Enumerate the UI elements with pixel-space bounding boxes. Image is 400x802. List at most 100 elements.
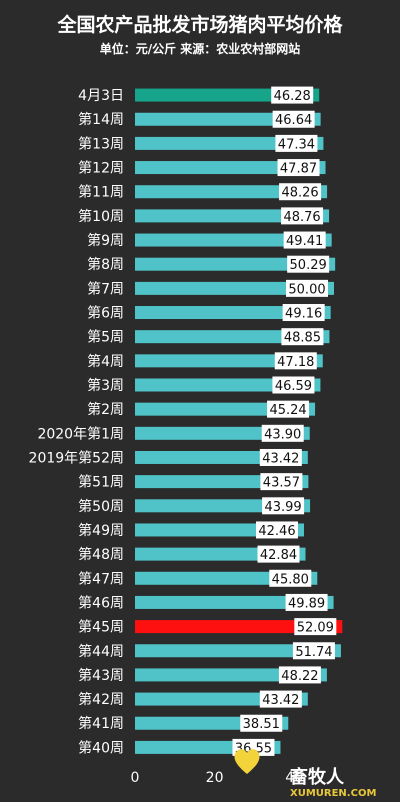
x-tick-label: 40 <box>285 770 303 786</box>
category-label: 第13周 <box>78 135 124 152</box>
data-label-box <box>283 231 326 249</box>
category-label: 第44周 <box>78 643 124 660</box>
category-label: 4月3日 <box>78 88 124 104</box>
data-label-box <box>240 714 283 732</box>
category-label: 第2周 <box>87 401 124 418</box>
data-label: 43.99 <box>264 500 301 515</box>
data-label-box <box>287 255 330 273</box>
data-label: 43.57 <box>263 476 300 491</box>
data-label: 51.74 <box>295 645 332 660</box>
category-label: 2019年第52周 <box>29 449 124 466</box>
data-label-box <box>262 497 305 515</box>
category-label: 2020年第1周 <box>37 425 124 442</box>
data-label: 48.76 <box>283 210 320 225</box>
data-label-box <box>271 86 314 104</box>
category-label: 第9周 <box>87 232 124 249</box>
data-label: 45.80 <box>272 572 309 587</box>
category-label: 第47周 <box>78 570 124 587</box>
data-label-box <box>286 279 328 297</box>
category-label: 第43周 <box>78 667 124 684</box>
data-label-box <box>261 424 304 442</box>
bar <box>135 233 332 247</box>
bar <box>135 330 330 344</box>
data-label-box <box>278 666 321 684</box>
data-label: 49.16 <box>285 307 322 322</box>
x-tick-label: 0 <box>131 770 140 786</box>
category-label: 第48周 <box>78 546 124 563</box>
data-label: 43.42 <box>262 693 299 708</box>
category-label: 第50周 <box>78 498 124 515</box>
data-label-box <box>260 473 303 491</box>
data-label-box <box>294 618 337 636</box>
data-label-box <box>281 207 324 225</box>
data-label: 42.84 <box>260 548 297 563</box>
watermark: 畜牧人 XUMUREN.COM <box>234 749 376 799</box>
category-label: 第3周 <box>87 377 124 394</box>
data-label: 50.29 <box>290 258 327 273</box>
category-label: 第12周 <box>78 160 124 177</box>
data-label: 47.18 <box>277 355 314 370</box>
data-label-box <box>274 352 317 370</box>
data-label-box <box>279 183 322 201</box>
data-label-box <box>269 569 312 587</box>
data-label: 49.89 <box>288 596 325 611</box>
data-label-box <box>257 545 300 563</box>
bar <box>135 281 334 295</box>
category-label: 第49周 <box>78 522 124 539</box>
data-label: 46.28 <box>274 89 311 104</box>
category-label: 第5周 <box>87 329 124 346</box>
data-label: 50.00 <box>288 282 325 297</box>
data-label: 46.64 <box>275 113 312 128</box>
data-label-box <box>275 134 318 152</box>
heart-logo-icon <box>234 749 260 774</box>
bar <box>135 185 328 199</box>
bar <box>135 209 330 223</box>
category-label: 第46周 <box>78 594 124 611</box>
category-label: 第10周 <box>78 208 124 225</box>
data-label: 47.34 <box>278 137 315 152</box>
bar <box>135 306 331 320</box>
data-label: 46.59 <box>275 379 312 394</box>
chart-title: 全国农产品批发市场猪肉平均价格 <box>57 14 343 36</box>
bar <box>135 620 343 634</box>
data-label-box <box>282 304 325 322</box>
data-label-box <box>259 690 302 708</box>
data-label: 49.41 <box>286 234 323 249</box>
category-label: 第42周 <box>78 691 124 708</box>
bar <box>135 595 334 609</box>
data-label: 45.24 <box>269 403 306 418</box>
category-label: 第45周 <box>78 619 124 636</box>
data-label-box <box>272 376 315 394</box>
data-label-box <box>285 593 328 611</box>
data-label-box <box>292 642 335 660</box>
data-label-box <box>277 159 320 177</box>
category-label: 第41周 <box>78 715 124 732</box>
category-label: 第14周 <box>78 111 124 128</box>
data-label-box <box>255 521 298 539</box>
category-label: 第8周 <box>87 256 124 273</box>
bar <box>135 257 336 271</box>
data-label: 43.90 <box>264 427 301 442</box>
data-label-box <box>281 328 324 346</box>
category-label: 第4周 <box>87 353 124 370</box>
data-label: 52.09 <box>297 621 334 636</box>
category-label: 第51周 <box>78 474 124 491</box>
data-label: 38.51 <box>243 717 280 732</box>
category-label: 第40周 <box>78 739 124 756</box>
data-label: 47.87 <box>280 162 317 177</box>
category-label: 第6周 <box>87 305 124 322</box>
data-label: 42.46 <box>258 524 295 539</box>
category-label: 第7周 <box>87 280 124 297</box>
data-label-box <box>272 110 315 128</box>
watermark-text: 畜牧人 <box>290 766 345 788</box>
data-label-box <box>267 400 310 418</box>
x-tick-label: 20 <box>206 770 224 786</box>
data-label: 43.42 <box>262 451 299 466</box>
bar <box>135 644 341 658</box>
data-label: 48.26 <box>281 186 318 201</box>
watermark-url: XUMUREN.COM <box>290 788 376 799</box>
data-label: 48.85 <box>284 331 321 346</box>
category-label: 第11周 <box>78 184 124 201</box>
data-label: 48.22 <box>281 669 318 684</box>
